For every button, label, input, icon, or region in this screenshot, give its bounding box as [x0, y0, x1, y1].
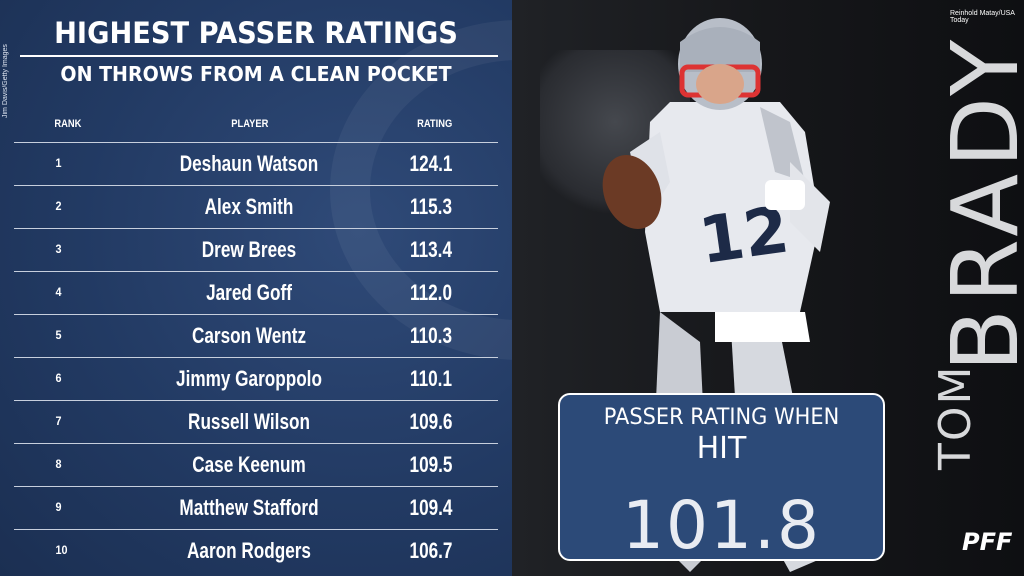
table-row: 9 Matthew Stafford 109.4	[14, 486, 498, 529]
player-cell: Deshaun Watson	[179, 151, 319, 176]
row-divider	[14, 314, 498, 315]
player-cell: Carson Wentz	[191, 323, 307, 348]
player-cell: Aaron Rodgers	[187, 538, 311, 563]
rank-cell: 5	[55, 328, 62, 342]
rank-cell: 1	[55, 156, 62, 170]
table-row: 1 Deshaun Watson 124.1	[14, 142, 498, 185]
player-cell: Jimmy Garoppolo	[176, 366, 322, 391]
table-row: 4 Jared Goff 112.0	[14, 271, 498, 314]
column-header-rating: RATING	[417, 118, 453, 130]
rankings-panel: Jim Davis/Getty Images HIGHEST PASSER RA…	[0, 0, 512, 576]
rank-cell: 10	[55, 543, 68, 557]
stat-condition: HIT	[696, 431, 747, 466]
photo-credit-left: Jim Davis/Getty Images	[2, 44, 9, 118]
table-row: 2 Alex Smith 115.3	[14, 185, 498, 228]
row-divider	[14, 271, 498, 272]
title-divider	[20, 55, 498, 57]
rank-cell: 6	[55, 371, 62, 385]
rating-cell: 110.3	[410, 323, 452, 348]
row-divider	[14, 185, 498, 186]
table-row: 3 Drew Brees 113.4	[14, 228, 498, 271]
rank-cell: 9	[55, 500, 62, 514]
table-row: 10 Aaron Rodgers 106.7	[14, 529, 498, 572]
player-cell: Alex Smith	[204, 194, 294, 219]
rank-cell: 2	[55, 199, 62, 213]
rating-cell: 110.1	[410, 366, 452, 391]
player-cell: Case Keenum	[192, 452, 306, 477]
row-divider	[14, 486, 498, 487]
rating-cell: 115.3	[410, 194, 452, 219]
row-divider	[14, 443, 498, 444]
row-divider	[14, 142, 498, 143]
rating-cell: 113.4	[410, 237, 452, 262]
player-last-name: BRADY	[932, 33, 1024, 372]
row-divider	[14, 228, 498, 229]
rank-cell: 8	[55, 457, 62, 471]
row-divider	[14, 400, 498, 401]
table-row: 8 Case Keenum 109.5	[14, 443, 498, 486]
player-cell: Drew Brees	[201, 237, 297, 262]
table-row: 6 Jimmy Garoppolo 110.1	[14, 357, 498, 400]
page-title: HIGHEST PASSER RATINGS	[54, 16, 458, 50]
player-cell: Matthew Stafford	[179, 495, 319, 520]
rating-cell: 112.0	[410, 280, 452, 305]
column-header-rank: RANK	[54, 118, 82, 130]
table-row: 5 Carson Wentz 110.3	[14, 314, 498, 357]
table-row: 7 Russell Wilson 109.6	[14, 400, 498, 443]
rank-cell: 3	[55, 242, 62, 256]
rank-cell: 7	[55, 414, 62, 428]
photo-credit-right: Reinhold Matay/USA Today	[950, 10, 1015, 24]
stat-value: 101.8	[622, 487, 821, 564]
rating-cell: 109.5	[409, 452, 453, 477]
player-cell: Russell Wilson	[188, 409, 310, 434]
player-first-name: TOM	[930, 364, 981, 470]
rating-cell: 109.4	[409, 495, 453, 520]
page-subtitle: ON THROWS FROM A CLEAN POCKET	[60, 62, 452, 86]
rating-cell: 124.1	[409, 151, 453, 176]
row-divider	[14, 357, 498, 358]
column-header-player: PLAYER	[231, 118, 269, 130]
player-cell: Jared Goff	[206, 280, 292, 305]
stat-callout-box: PASSER RATING WHEN HIT 101.8	[558, 393, 885, 564]
rating-cell: 109.6	[409, 409, 453, 434]
stat-label: PASSER RATING WHEN	[603, 405, 840, 430]
rating-cell: 106.7	[409, 538, 453, 563]
rank-cell: 4	[55, 285, 62, 299]
row-divider	[14, 529, 498, 530]
pff-logo: PFF	[962, 528, 1013, 556]
